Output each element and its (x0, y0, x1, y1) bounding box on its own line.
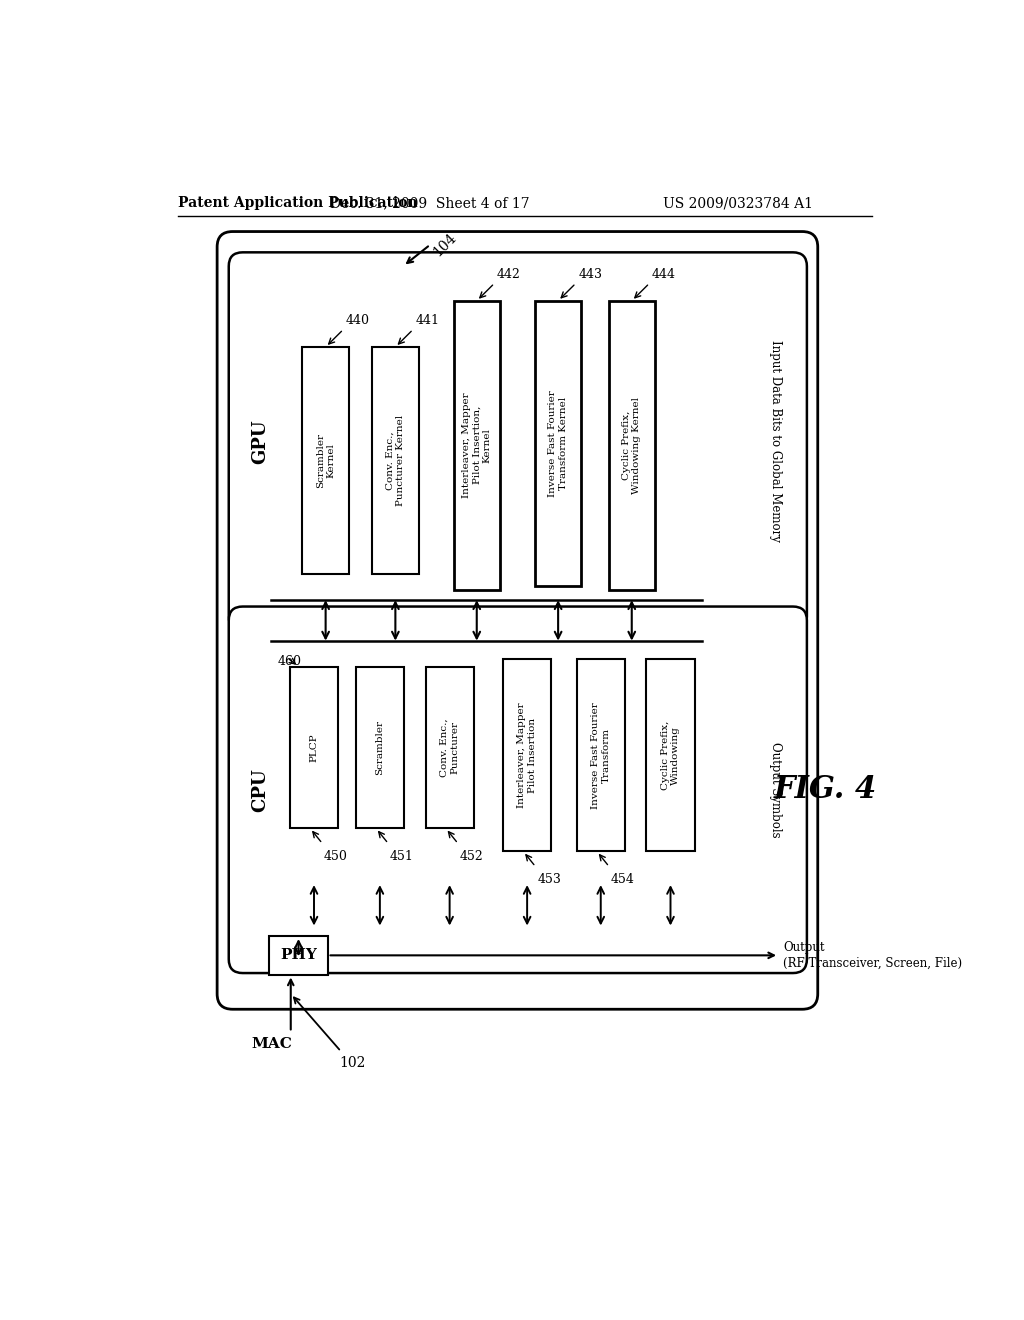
Text: US 2009/0323784 A1: US 2009/0323784 A1 (663, 197, 813, 210)
Text: 454: 454 (611, 873, 635, 886)
Text: GPU: GPU (251, 418, 268, 463)
Text: 442: 442 (497, 268, 521, 281)
Text: 452: 452 (460, 850, 483, 863)
Bar (503, 659, 551, 851)
Bar (426, 667, 474, 829)
Text: MAC: MAC (251, 1038, 292, 1051)
Text: 104: 104 (430, 230, 459, 259)
FancyBboxPatch shape (228, 252, 807, 631)
Bar (356, 667, 403, 829)
Text: 440: 440 (346, 314, 370, 327)
Text: Inverse Fast Fourier
Transform Kernel: Inverse Fast Fourier Transform Kernel (549, 389, 568, 496)
FancyBboxPatch shape (217, 231, 818, 1010)
Text: PHY: PHY (280, 948, 317, 962)
Text: Patent Application Publication: Patent Application Publication (178, 197, 418, 210)
Text: Output Symbols: Output Symbols (769, 742, 782, 838)
Bar (372, 347, 419, 574)
Text: Scrambler: Scrambler (376, 719, 384, 775)
Bar (290, 667, 338, 829)
Text: Dec. 31, 2009  Sheet 4 of 17: Dec. 31, 2009 Sheet 4 of 17 (331, 197, 530, 210)
Bar (608, 301, 655, 590)
Bar (577, 659, 625, 851)
Text: 460: 460 (278, 655, 302, 668)
Text: Input Data Bits to Global Memory: Input Data Bits to Global Memory (769, 341, 782, 543)
Text: 443: 443 (579, 268, 602, 281)
Text: PLCP: PLCP (309, 733, 318, 762)
Text: 444: 444 (652, 268, 676, 281)
FancyBboxPatch shape (228, 607, 807, 973)
Bar (535, 301, 582, 586)
Text: Interleaver, Mapper
Pilot Insertion: Interleaver, Mapper Pilot Insertion (517, 702, 537, 808)
Text: Conv. Enc.,
Puncturer: Conv. Enc., Puncturer (440, 718, 460, 776)
Text: Inverse Fast Fourier
Transform: Inverse Fast Fourier Transform (591, 702, 610, 809)
Text: Output
(RF Transceiver, Screen, File): Output (RF Transceiver, Screen, File) (783, 941, 962, 969)
Bar (454, 301, 500, 590)
Text: Cyclic Prefix,
Windowing: Cyclic Prefix, Windowing (660, 721, 680, 789)
Text: Cyclic Prefix,
Windowing Kernel: Cyclic Prefix, Windowing Kernel (622, 397, 641, 494)
Text: Interleaver, Mapper
Pilot Insertion,
Kernel: Interleaver, Mapper Pilot Insertion, Ker… (462, 392, 492, 498)
Text: 453: 453 (538, 873, 561, 886)
Bar (269, 936, 328, 974)
Text: CPU: CPU (251, 768, 268, 812)
Text: 102: 102 (340, 1056, 366, 1071)
Bar (302, 347, 349, 574)
Bar (646, 659, 694, 851)
Text: 451: 451 (390, 850, 414, 863)
Text: 441: 441 (416, 314, 439, 327)
Text: FIG. 4: FIG. 4 (774, 775, 878, 805)
Text: Scrambler
Kernel: Scrambler Kernel (316, 433, 335, 488)
Text: Conv. Enc.,
Puncturer Kernel: Conv. Enc., Puncturer Kernel (386, 414, 406, 506)
Text: 450: 450 (324, 850, 348, 863)
